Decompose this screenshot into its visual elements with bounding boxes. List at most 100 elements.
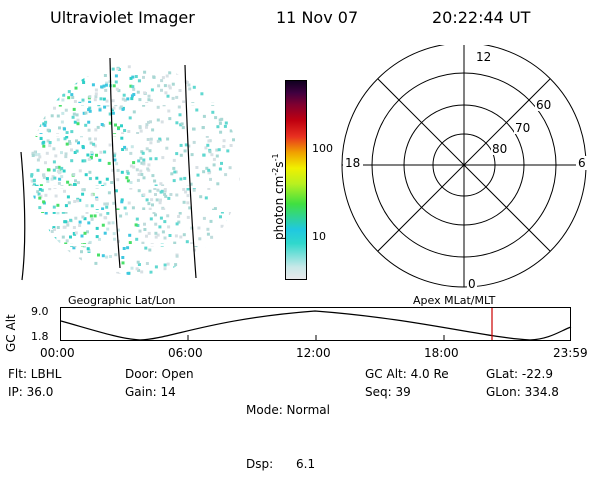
polar-plot: 12 18 6 0 60 70 80 xyxy=(341,45,588,291)
uv-pixel xyxy=(163,192,167,196)
uv-pixel xyxy=(199,80,203,84)
uv-pixel xyxy=(206,232,210,236)
uv-pixel xyxy=(103,150,107,154)
uv-pixel xyxy=(234,269,238,273)
uv-pixel xyxy=(61,235,65,239)
uv-pixel xyxy=(215,154,219,158)
uv-pixel xyxy=(56,211,60,215)
uv-pixel xyxy=(52,147,56,151)
uv-pixel xyxy=(233,83,237,87)
uv-pixel xyxy=(65,135,69,139)
uv-pixel xyxy=(87,128,91,132)
uv-pixel xyxy=(125,176,129,180)
uv-pixel xyxy=(38,93,42,96)
uv-pixel xyxy=(132,110,136,114)
uv-pixel xyxy=(67,96,71,100)
uv-pixel xyxy=(213,87,217,91)
uv-pixel xyxy=(81,159,85,163)
uv-pixel xyxy=(174,263,178,267)
uv-pixel xyxy=(131,85,135,89)
uv-pixel xyxy=(58,170,62,174)
uv-pixel xyxy=(77,141,80,145)
uv-pixel xyxy=(40,246,44,250)
uv-pixel xyxy=(224,173,228,177)
uv-pixel xyxy=(205,247,209,251)
uv-pixel xyxy=(154,231,158,235)
uv-pixel xyxy=(33,150,37,154)
uv-pixel xyxy=(186,215,190,219)
uv-pixel xyxy=(86,230,89,234)
uv-pixel xyxy=(49,242,53,246)
uv-pixel xyxy=(191,265,195,269)
uv-pixel xyxy=(199,269,203,273)
uv-pixel xyxy=(114,80,118,84)
uv-pixel xyxy=(217,83,221,86)
uv-pixel xyxy=(119,214,123,218)
uv-pixel xyxy=(60,166,64,170)
uv-pixel xyxy=(230,246,234,250)
uv-pixel xyxy=(123,129,127,132)
uv-pixel xyxy=(226,149,230,153)
uv-pixel xyxy=(105,255,109,259)
uv-pixel xyxy=(78,224,82,227)
uv-pixel xyxy=(113,237,116,241)
uv-pixel xyxy=(111,99,115,103)
uv-pixel xyxy=(46,179,50,183)
uv-pixel xyxy=(62,74,66,78)
uv-pixel xyxy=(30,241,34,245)
uv-pixel xyxy=(161,230,165,234)
uv-pixel xyxy=(62,169,66,173)
uv-pixel xyxy=(87,248,91,252)
uv-pixel xyxy=(163,267,167,271)
uv-pixel xyxy=(129,76,133,80)
uv-pixel xyxy=(161,76,165,80)
uv-pixel xyxy=(195,69,199,73)
uv-pixel xyxy=(88,137,92,141)
uv-pixel xyxy=(154,265,158,269)
uv-pixel xyxy=(112,232,116,236)
uv-pixel xyxy=(125,212,128,216)
uv-pixel xyxy=(158,201,162,205)
uv-pixel xyxy=(87,157,91,161)
uv-pixel xyxy=(143,70,147,74)
uv-pixel xyxy=(47,229,50,233)
uv-pixel xyxy=(67,250,71,254)
uv-pixel xyxy=(38,124,42,127)
uv-pixel xyxy=(62,225,66,229)
uv-pixel xyxy=(64,155,68,159)
uv-pixel xyxy=(110,108,114,112)
uv-pixel xyxy=(159,182,163,186)
uv-pixel xyxy=(40,112,44,116)
uv-pixel xyxy=(152,211,156,214)
uv-pixel xyxy=(38,155,42,159)
uv-pixel xyxy=(212,163,216,167)
uv-pixel xyxy=(226,87,230,90)
uv-pixel xyxy=(105,205,109,209)
uv-pixel xyxy=(129,84,133,88)
lat-label-80: 80 xyxy=(492,142,507,156)
uv-pixel xyxy=(126,246,130,250)
mlt-label-0: 0 xyxy=(468,277,476,291)
uv-pixel xyxy=(202,170,206,174)
uv-pixel xyxy=(135,168,139,172)
uv-pixel xyxy=(214,246,217,250)
uv-pixel xyxy=(173,241,177,245)
uv-pixel xyxy=(238,87,240,91)
uv-pixel xyxy=(229,144,233,147)
uv-pixel xyxy=(36,168,40,172)
uv-pixel xyxy=(100,123,104,126)
uv-pixel xyxy=(38,113,42,117)
uv-pixel xyxy=(207,168,211,172)
uv-pixel xyxy=(31,151,35,155)
uv-pixel xyxy=(163,187,167,191)
uv-pixel xyxy=(134,223,138,227)
uv-pixel xyxy=(109,255,112,258)
uv-pixel xyxy=(126,179,130,183)
uv-pixel xyxy=(154,222,158,226)
uv-pixel xyxy=(190,242,194,246)
uv-pixel xyxy=(104,88,108,92)
uv-pixel xyxy=(212,157,216,161)
uv-pixel xyxy=(68,256,72,259)
uv-pixel xyxy=(73,120,77,124)
uv-pixel xyxy=(127,65,131,69)
